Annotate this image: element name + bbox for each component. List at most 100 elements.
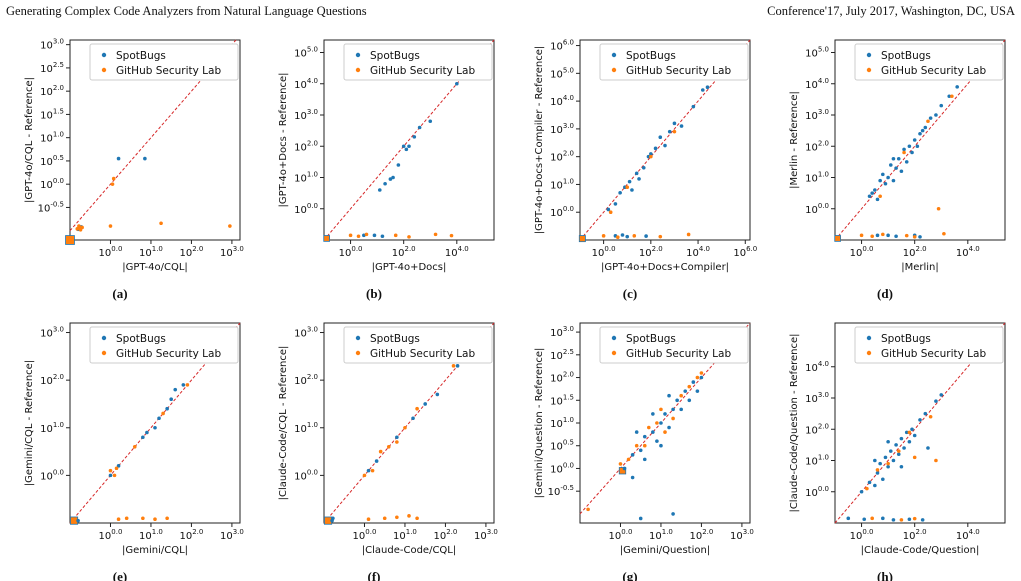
spotbugs-point [141, 435, 145, 440]
spotbugs-point [651, 430, 655, 434]
spotbugs-point [918, 131, 922, 136]
x-axis-label: |Claude-Code/CQL| [362, 545, 456, 556]
y-axis-label: |Merlin - Reference| [789, 91, 800, 189]
legend-box [343, 43, 493, 81]
legend-marker [355, 52, 361, 58]
github-point [601, 234, 606, 238]
github-point [859, 233, 864, 238]
y-axis-label: |Gemini/CQL - Reference| [24, 360, 35, 486]
legend-label: GitHub Security Lab [370, 348, 475, 360]
spotbugs-point [634, 171, 639, 176]
spotbugs-point [423, 402, 427, 406]
github-point [356, 234, 361, 239]
spotbugs-point [181, 383, 186, 387]
spotbugs-point [873, 188, 877, 192]
legend: SpotBugs GitHub Security Lab [343, 326, 493, 364]
spotbugs-point [396, 163, 401, 167]
stacked-points-marker [65, 235, 75, 245]
y-tick-label: 105.0 [294, 46, 318, 60]
legend-label: GitHub Security Lab [881, 65, 986, 77]
legend-marker [611, 335, 617, 341]
x-axis-label: |GPT-4o/CQL| [122, 262, 188, 273]
github-point [928, 414, 933, 419]
github-point [865, 486, 869, 491]
github-point [663, 430, 667, 434]
y-tick-label: 104.0 [805, 77, 829, 91]
spotbugs-point [891, 178, 896, 183]
spotbugs-point [891, 518, 896, 522]
spotbugs-point [912, 433, 917, 438]
legend-box [343, 326, 493, 364]
spotbugs-point [894, 443, 898, 447]
subfigure-caption: (f) [368, 569, 381, 581]
github-point [686, 232, 691, 237]
x-tick-label: 101.0 [649, 528, 673, 542]
subfigure-caption: (h) [877, 569, 893, 581]
spotbugs-point [331, 516, 335, 521]
spotbugs-point [395, 435, 399, 440]
spotbugs-point [625, 234, 630, 239]
github-point [114, 466, 119, 471]
github-point [649, 154, 653, 159]
y-tick-label: 100.0 [805, 485, 829, 499]
y-tick-label: 100.5 [550, 439, 574, 453]
legend-marker [866, 52, 872, 58]
x-tick-label: 101.0 [139, 245, 163, 259]
spotbugs-point [891, 458, 896, 463]
spotbugs-point [691, 104, 696, 109]
github-point [451, 364, 456, 368]
spotbugs-point [76, 518, 80, 523]
spotbugs-point [902, 147, 906, 152]
legend-label: GitHub Security Lab [626, 348, 731, 360]
y-tick-label: 102.0 [805, 139, 829, 153]
spotbugs-point [886, 233, 890, 238]
identity-line [579, 39, 751, 241]
legend-marker [101, 52, 107, 58]
identity-line [579, 322, 751, 515]
github-point [902, 150, 906, 155]
y-tick-label: 100.0 [40, 177, 64, 191]
legend: SpotBugs GitHub Security Lab [599, 43, 749, 81]
spotbugs-point [388, 177, 393, 181]
spotbugs-point [891, 156, 896, 161]
legend-label: SpotBugs [370, 333, 420, 345]
spotbugs-point [455, 364, 460, 368]
spotbugs-point [888, 163, 893, 167]
spotbugs-point [910, 427, 914, 432]
x-axis-label: |Gemini/CQL| [122, 545, 188, 556]
spotbugs-point [923, 411, 928, 416]
github-point [132, 445, 137, 449]
spotbugs-point [899, 464, 904, 469]
spotbugs-point [687, 398, 692, 403]
spotbugs-point [145, 430, 149, 435]
x-tick-label: 101.0 [139, 528, 163, 542]
spotbugs-point [896, 452, 901, 457]
legend-label: SpotBugs [116, 333, 166, 345]
spotbugs-point [667, 425, 671, 430]
spotbugs-point [622, 466, 627, 471]
github-point [362, 473, 367, 478]
scatter-panel-h: 100.0 102.0 104.0 100.0 101.0 102.0 103.0 104.0… [773, 303, 1021, 581]
plot-frame [579, 39, 751, 241]
spotbugs-point [875, 197, 880, 202]
spotbugs-point [108, 473, 113, 478]
github-point [870, 516, 874, 521]
spotbugs-point [374, 459, 379, 463]
chart-svg: 100.0 101.0 102.0 103.0 10-0.5 100.0 100.5 101.… [24, 38, 244, 301]
legend-box [854, 43, 1004, 81]
github-point [378, 449, 383, 454]
github-point [112, 473, 117, 478]
github-point [185, 383, 190, 387]
github-point [161, 411, 165, 416]
spotbugs-point [153, 425, 157, 430]
spotbugs-point [627, 179, 632, 184]
spotbugs-point [878, 461, 882, 466]
spotbugs-point [613, 202, 618, 206]
spotbugs-point [638, 516, 643, 521]
y-axis-label: |Gemini/Question - Reference| [534, 348, 545, 499]
legend-box [89, 326, 239, 364]
y-tick-label: 103.0 [40, 326, 64, 340]
spotbugs-point [630, 475, 635, 480]
y-tick-label: 102.0 [550, 150, 574, 164]
github-point [671, 416, 675, 421]
